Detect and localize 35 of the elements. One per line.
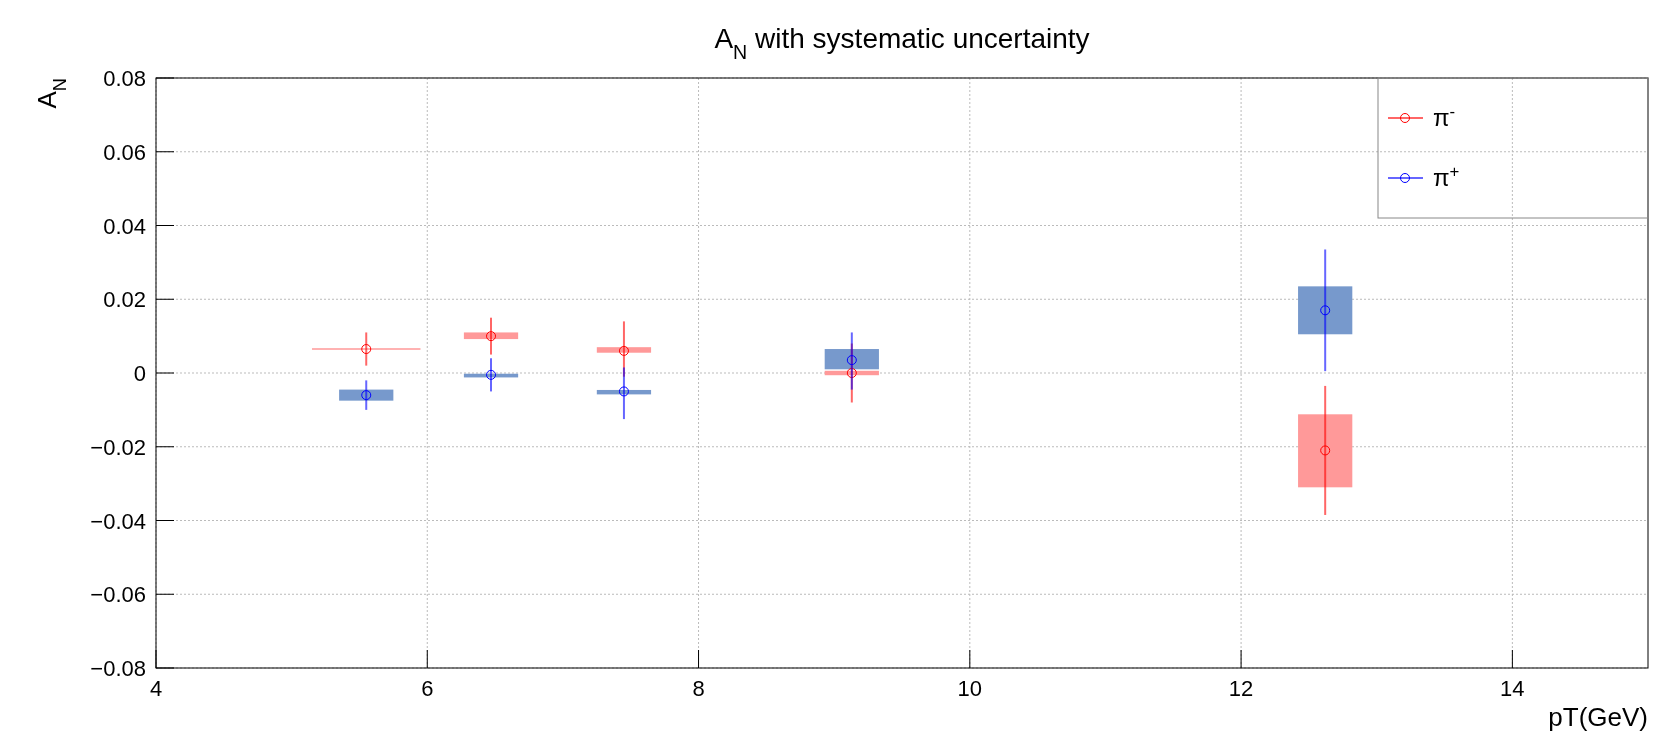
- bar: [1298, 414, 1353, 488]
- x-axis-title: pT(GeV): [1548, 702, 1648, 732]
- chart-title: A$_{N}$ with systematic uncertainty: [714, 23, 1090, 63]
- point: [846, 355, 857, 366]
- y-tick-label: 0: [133, 361, 146, 386]
- y-tick-label: −0.08: [90, 656, 146, 681]
- bar: [463, 332, 519, 340]
- bar: [824, 349, 879, 370]
- point: [361, 344, 372, 355]
- y-tick-label: 0.02: [103, 287, 146, 313]
- legend-label: π$^{-}$: [1433, 101, 1456, 131]
- y-tick-label: 0.08: [103, 66, 146, 91]
- y-tick-label: −0.06: [90, 582, 146, 608]
- bar: [1298, 286, 1353, 335]
- bar: [596, 347, 652, 353]
- point: [361, 390, 372, 401]
- x-tick-label: 12: [1228, 676, 1254, 701]
- point: [1320, 305, 1331, 316]
- point: [486, 369, 497, 380]
- x-tick-label: 10: [957, 676, 983, 701]
- x-tick-label: 14: [1500, 676, 1525, 701]
- point: [618, 345, 629, 356]
- y-tick-label: 0.06: [103, 139, 146, 165]
- point: [1320, 445, 1331, 456]
- point: [618, 386, 629, 397]
- point: [846, 368, 857, 378]
- legend-label: π$^{+}$: [1433, 161, 1460, 191]
- y-tick-label: −0.02: [90, 434, 146, 460]
- bar: [339, 389, 394, 401]
- x-tick-label: 6: [421, 676, 434, 701]
- x-tick-label: 4: [149, 676, 163, 701]
- x-tick-label: 8: [692, 676, 705, 701]
- point: [486, 331, 497, 342]
- y-tick-label: −0.04: [90, 508, 146, 534]
- y-tick-label: 0.04: [103, 213, 146, 239]
